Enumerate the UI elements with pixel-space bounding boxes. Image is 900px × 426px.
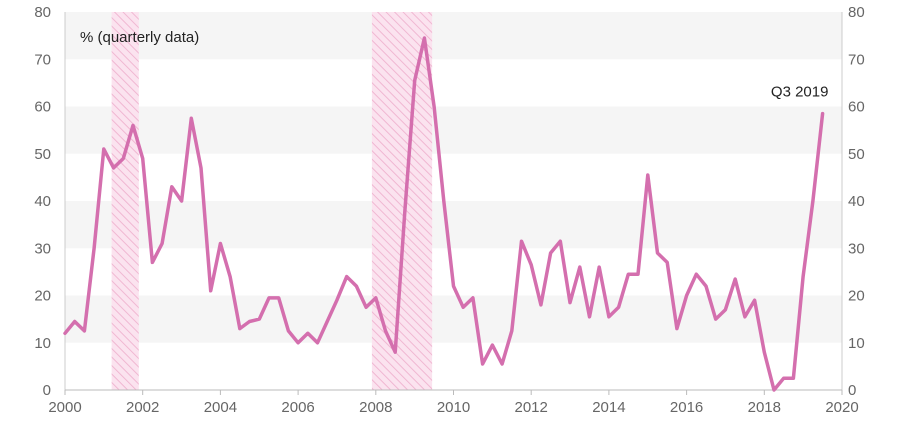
x-tick-label: 2002 xyxy=(126,399,159,416)
grid-band xyxy=(65,106,842,154)
x-tick-label: 2008 xyxy=(359,399,392,416)
y-tick-label-right: 30 xyxy=(848,240,865,257)
series-group xyxy=(63,36,825,392)
x-tick-label: 2020 xyxy=(825,399,858,416)
x-tick-label: 2000 xyxy=(48,399,81,416)
y-tick-label-left: 30 xyxy=(34,240,51,257)
y-tick-label-right: 80 xyxy=(848,4,865,21)
y-tick-label-right: 0 xyxy=(848,382,856,399)
y-tick-label-left: 10 xyxy=(34,335,51,352)
y-tick-label-left: 40 xyxy=(34,193,51,210)
y-tick-label-left: 0 xyxy=(43,382,51,399)
annotation-label: Q3 2019 xyxy=(771,84,829,101)
y-tick-label-left: 20 xyxy=(34,288,51,305)
y-tick-label-right: 10 xyxy=(848,335,865,352)
grid-band xyxy=(65,12,842,60)
series-line xyxy=(63,36,825,392)
grid-band xyxy=(65,295,842,343)
y-tick-label-right: 50 xyxy=(848,146,865,163)
y-tick-label-right: 20 xyxy=(848,288,865,305)
x-tick-label: 2012 xyxy=(515,399,548,416)
y-tick-label-right: 60 xyxy=(848,99,865,116)
shaded-period xyxy=(371,12,433,390)
y-tick-label-right: 40 xyxy=(848,193,865,210)
x-tick-label: 2006 xyxy=(281,399,314,416)
x-tick-label: 2016 xyxy=(670,399,703,416)
grid-band xyxy=(65,201,842,249)
shaded-period xyxy=(111,12,139,390)
y-tick-label-left: 50 xyxy=(34,146,51,163)
x-tick-label: 2010 xyxy=(437,399,470,416)
shaded-periods xyxy=(111,12,433,390)
y-tick-label-right: 70 xyxy=(848,51,865,68)
grid-bands xyxy=(65,12,842,343)
y-tick-label-left: 80 xyxy=(34,4,51,21)
y-axis-label: % (quarterly data) xyxy=(80,29,199,46)
x-tick-label: 2004 xyxy=(204,399,237,416)
x-tick-label: 2018 xyxy=(748,399,781,416)
y-tick-label-left: 70 xyxy=(34,51,51,68)
x-tick-label: 2014 xyxy=(592,399,625,416)
y-tick-label-left: 60 xyxy=(34,99,51,116)
